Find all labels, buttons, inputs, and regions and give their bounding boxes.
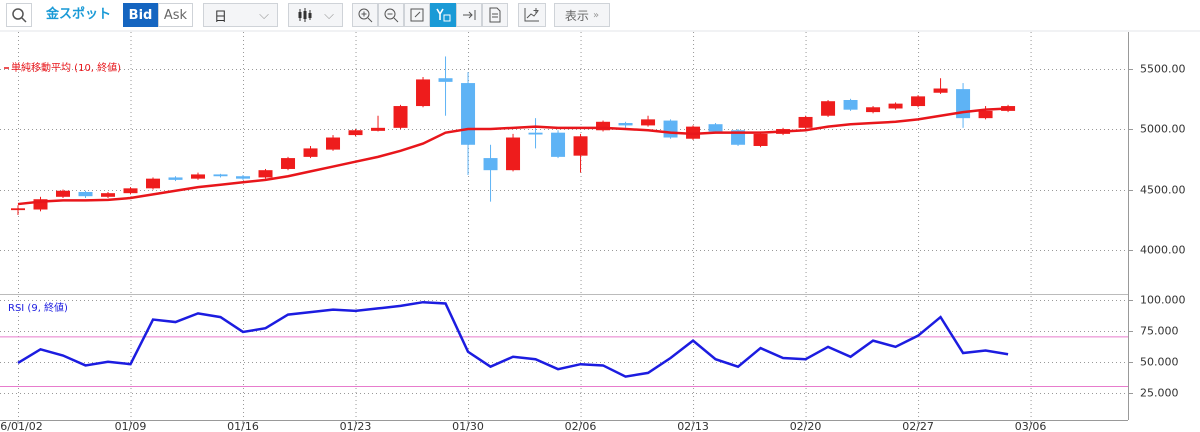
candle-body [213,174,228,177]
moving-average-line [17,107,1009,206]
legend-label: RSI (9, 終値) [8,301,68,314]
ask-button[interactable]: Ask [158,3,193,27]
candle-body [461,83,476,145]
dropdown-arrow: » [592,9,600,21]
candle-body [438,78,453,82]
scroll-end-button[interactable] [456,3,482,27]
x-tick-label: 02/27 [902,420,934,432]
y-tick-label: 50.000 [1140,356,1179,369]
x-tick-label: 01/23 [340,420,372,432]
dropdown-arrow: ⌵ [259,7,269,23]
candle-body [933,88,948,93]
toolbar: 金スポット Bid Ask 日 ⌵ ⌵ 表示» [0,0,1200,30]
candle-body [191,174,206,179]
x-tick-label: 02/13 [677,420,709,432]
y-tick-label: 4000.00 [1140,244,1186,257]
candle-body [236,176,251,179]
legend-label: 単純移動平均 (10, 終値) [11,61,121,74]
y-tick-label: 4500.00 [1140,184,1186,197]
candle-body [33,199,48,210]
display-button[interactable]: 表示» [554,3,610,27]
search-button[interactable] [6,3,32,27]
zoom-out-icon [384,8,399,23]
candle-body [506,137,521,171]
x-tick-label: 02/06 [565,420,597,432]
y-tick-label: 25.000 [1140,387,1179,400]
candle-body [798,116,813,128]
candle-body [371,127,386,131]
zoom-in-button[interactable] [352,3,378,27]
candle-body [348,130,363,136]
y-tick-label: 5500.00 [1140,63,1186,76]
candle-body [11,208,26,211]
chart-type-select[interactable]: ⌵ [288,3,343,27]
candle-body [393,106,408,128]
y-tick-label: 100.000 [1140,294,1186,307]
candle-body [303,148,318,157]
x-tick-label: 01/30 [452,420,484,432]
candle-body [573,136,588,156]
scroll-end-icon [463,10,476,20]
period-select[interactable]: 日 ⌵ [203,3,278,27]
candle-body [101,193,116,197]
candle-icon [298,8,312,22]
candle-body [168,177,183,180]
zoom-out-button[interactable] [378,3,404,27]
y-tick-label: 75.000 [1140,325,1179,338]
indicator-button[interactable] [518,3,546,27]
x-tick-label: 01/09 [115,420,147,432]
candle-body [258,170,273,178]
x-tick-label: 01/16 [227,420,259,432]
y-tick-label: 5000.00 [1140,123,1186,136]
candle-body [56,190,71,197]
candle-body [551,132,566,157]
candle-body [596,121,611,131]
candle-body [326,137,341,150]
candle-body [528,132,543,135]
x-tick-label: 26/01/02 [0,420,43,432]
candle-body [281,158,296,169]
document-button[interactable] [482,3,508,27]
candle-body [866,107,881,113]
fit-icon [410,8,424,22]
bid-button[interactable]: Bid [123,3,158,27]
indicator-icon [524,8,539,22]
candle-body [978,110,993,119]
candle-body [663,120,678,138]
candle-body [146,178,161,189]
candle-body [416,79,431,107]
rsi-line [17,300,1009,378]
candle-body [753,133,768,146]
symbol-name[interactable]: 金スポット [46,7,112,22]
x-tick-label: 02/20 [790,420,822,432]
y-lock-button[interactable] [430,3,456,27]
candle-body [618,122,633,126]
candle-body [911,96,926,107]
candle-body [821,101,836,116]
zoom-in-icon [358,8,373,23]
display-label: 表示 [564,8,589,23]
candle-body [708,124,723,132]
dropdown-arrow: ⌵ [324,7,334,23]
candle-body [483,158,498,171]
document-icon [489,7,501,23]
x-tick-label: 03/06 [1015,420,1047,432]
y-lock-icon [436,8,451,22]
candle-body [78,191,93,197]
candle-body [641,119,656,126]
candle-body [123,188,138,194]
fit-button[interactable] [404,3,430,27]
candle-body [888,103,903,109]
candle-body [843,100,858,110]
search-icon [12,8,27,23]
period-label: 日 [214,9,228,25]
